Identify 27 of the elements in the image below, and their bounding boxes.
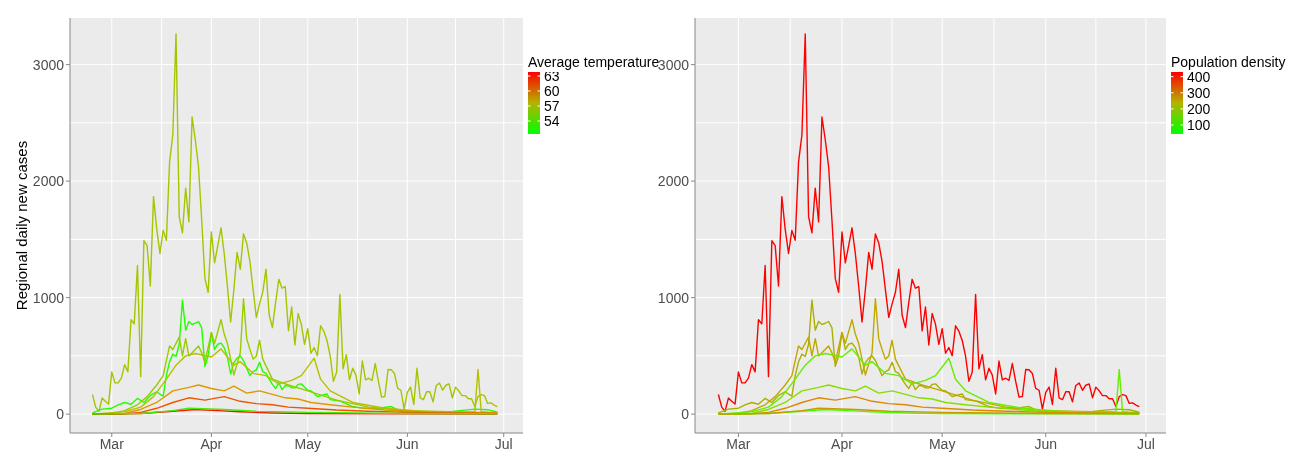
color-bar-label: 200: [1187, 100, 1211, 117]
color-bar-label: 100: [1187, 116, 1211, 133]
x-tick-label: May: [928, 435, 956, 452]
x-tick-label: Apr: [200, 435, 223, 452]
color-bar-title: Average temperature: [528, 54, 660, 70]
x-tick-label: May: [294, 435, 321, 452]
y-tick-label: 2000: [32, 173, 65, 190]
y-tick-label: 0: [56, 406, 65, 423]
color-bar-label: 57: [544, 97, 560, 114]
y-tick-label: 3000: [657, 56, 690, 73]
y-tick-label: 1000: [657, 289, 690, 306]
y-axis-title: Regional daily new cases: [13, 140, 31, 311]
color-bar-label: 54: [544, 112, 560, 129]
x-tick-label: Jul: [494, 435, 513, 452]
x-tick-label: Mar: [726, 435, 751, 452]
x-tick-label: Apr: [831, 435, 854, 452]
x-tick-label: Jun: [1034, 435, 1058, 452]
y-tick-label: 1000: [32, 289, 65, 306]
x-tick-label: Mar: [99, 435, 125, 452]
color-bar-label: 300: [1187, 84, 1211, 101]
y-tick-label: 3000: [32, 56, 65, 73]
y-tick-label: 0: [681, 406, 690, 423]
color-bar-label: 60: [544, 82, 560, 99]
x-tick-label: Jul: [1137, 435, 1155, 452]
x-tick-label: Jun: [396, 435, 419, 452]
color-bar-title: Population density: [1171, 54, 1286, 70]
y-tick-label: 2000: [657, 173, 690, 190]
